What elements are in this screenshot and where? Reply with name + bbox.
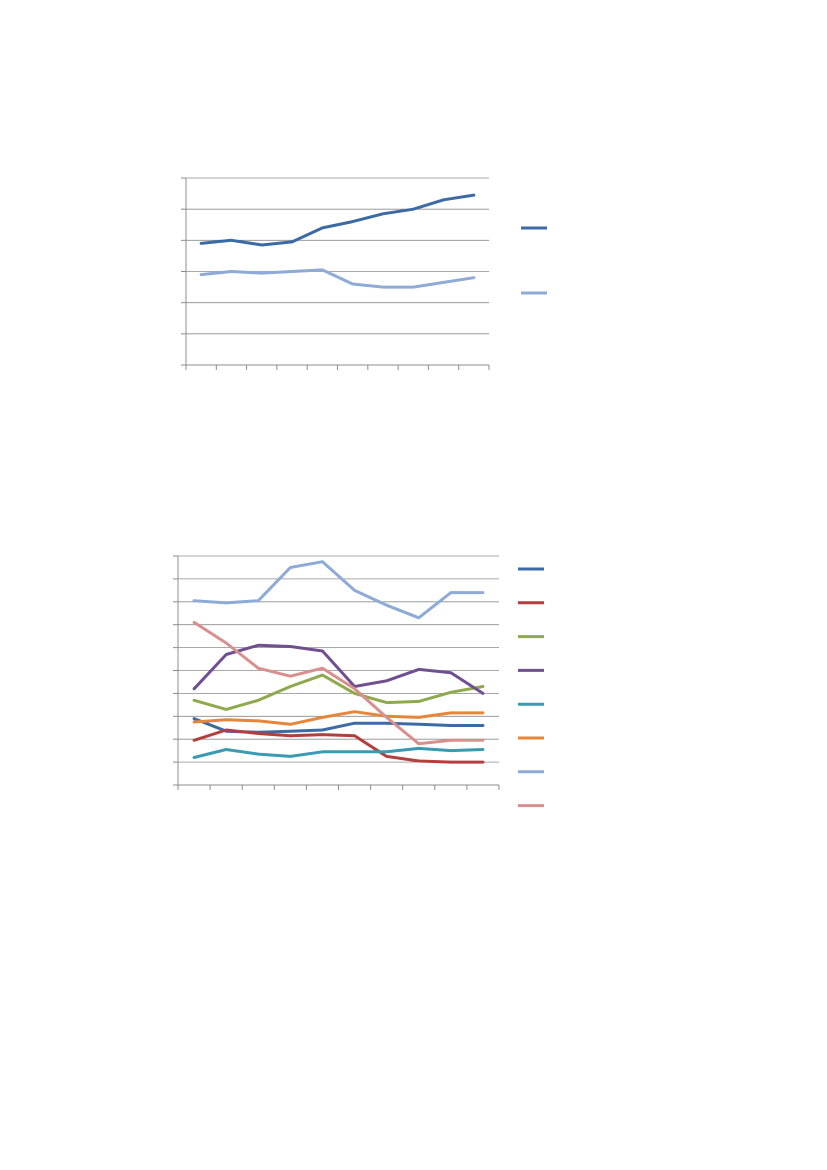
line-chart-1 [181, 177, 547, 370]
series-line-6 [192, 710, 485, 726]
series-line-2 [192, 728, 485, 764]
series-line-3 [192, 673, 485, 711]
series-line-5 [192, 746, 485, 759]
series-line-2 [199, 268, 476, 289]
series-line-7 [192, 560, 485, 620]
series-line-1 [199, 193, 476, 247]
series-line-8 [192, 620, 485, 746]
series-line-4 [192, 643, 485, 695]
line-chart-2 [173, 555, 544, 808]
